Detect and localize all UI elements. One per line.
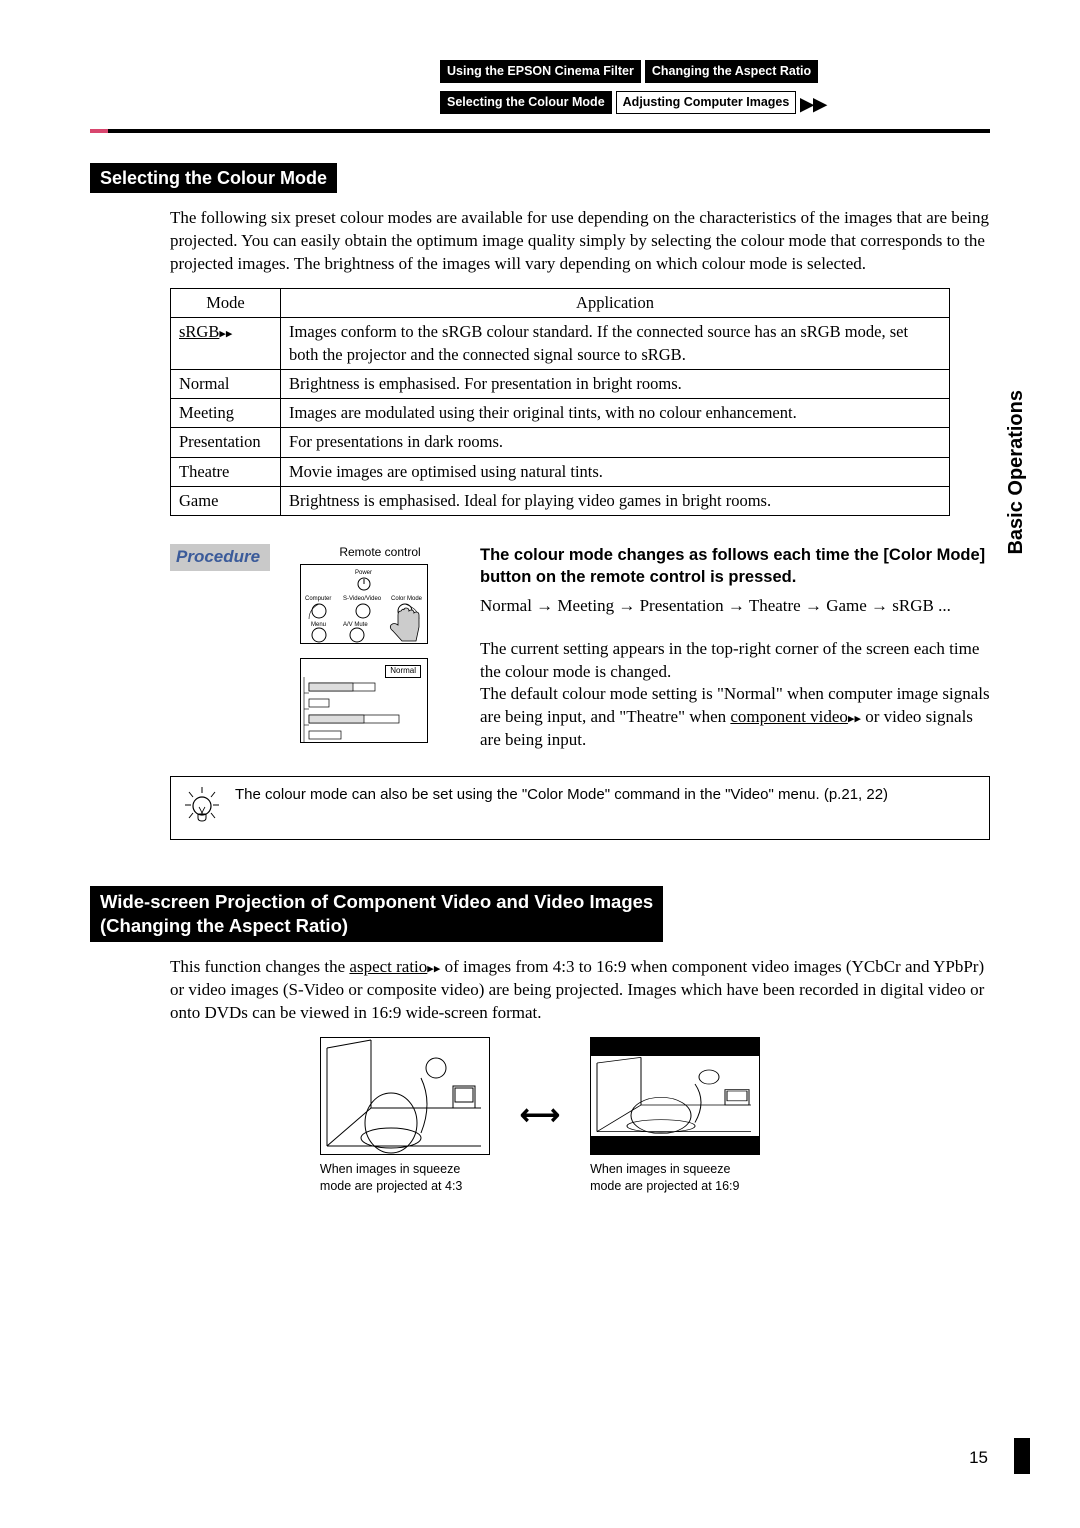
- page-number: 15: [969, 1447, 988, 1470]
- procedure-para-2a: The current setting appears in the top-r…: [480, 638, 990, 684]
- th-mode: Mode: [171, 288, 281, 317]
- nav-aspect-ratio: Changing the Aspect Ratio: [645, 60, 818, 83]
- aspect-16-9: [590, 1037, 760, 1155]
- section-title-aspect: Wide-screen Projection of Component Vide…: [90, 886, 663, 942]
- table-row: TheatreMovie images are optimised using …: [171, 457, 950, 486]
- aspect-intro: This function changes the aspect ratio▸▸…: [170, 956, 990, 1025]
- header-rule: [90, 129, 990, 133]
- nav-cinema-filter: Using the EPSON Cinema Filter: [440, 60, 641, 83]
- table-row: GameBrightness is emphasised. Ideal for …: [171, 486, 950, 515]
- aspect-4-3: [320, 1037, 490, 1155]
- procedure-label: Procedure: [170, 544, 270, 571]
- lightbulb-icon: [183, 785, 221, 831]
- double-arrow-icon: ⟷: [520, 1097, 560, 1135]
- procedure-headline: The colour mode changes as follows each …: [480, 544, 990, 589]
- colour-mode-table: Mode Application sRGB▸▸Images conform to…: [170, 288, 950, 516]
- caption-4-3: When images in squeeze mode are projecte…: [320, 1161, 490, 1195]
- remote-illustration: Remote control Power Computer S-Video/Vi…: [300, 544, 460, 752]
- aspect-illustration-row: When images in squeeze mode are projecte…: [90, 1037, 990, 1195]
- table-row: MeetingImages are modulated using their …: [171, 399, 950, 428]
- page-mark: [1014, 1438, 1030, 1474]
- fast-forward-icon: ▸▸: [800, 90, 826, 116]
- caption-16-9: When images in squeeze mode are projecte…: [590, 1161, 760, 1195]
- tip-text: The colour mode can also be set using th…: [235, 785, 888, 805]
- section-title-colour-mode: Selecting the Colour Mode: [90, 163, 337, 193]
- table-row: NormalBrightness is emphasised. For pres…: [171, 369, 950, 398]
- tip-box: The colour mode can also be set using th…: [170, 776, 990, 840]
- screen-preview: Normal: [300, 658, 428, 743]
- nav-computer-images: Adjusting Computer Images: [616, 91, 797, 114]
- procedure-para-2b: The default colour mode setting is "Norm…: [480, 683, 990, 752]
- nav-colour-mode: Selecting the Colour Mode: [440, 91, 612, 114]
- side-tab: Basic Operations: [1003, 390, 1030, 555]
- th-application: Application: [281, 288, 950, 317]
- mode-cycle: Normal → Meeting → Presentation → Theatr…: [480, 595, 990, 618]
- header-nav: Using the EPSON Cinema Filter Changing t…: [440, 60, 990, 119]
- intro-paragraph: The following six preset colour modes ar…: [170, 207, 990, 276]
- table-row: sRGB▸▸Images conform to the sRGB colour …: [171, 318, 950, 370]
- table-row: PresentationFor presentations in dark ro…: [171, 428, 950, 457]
